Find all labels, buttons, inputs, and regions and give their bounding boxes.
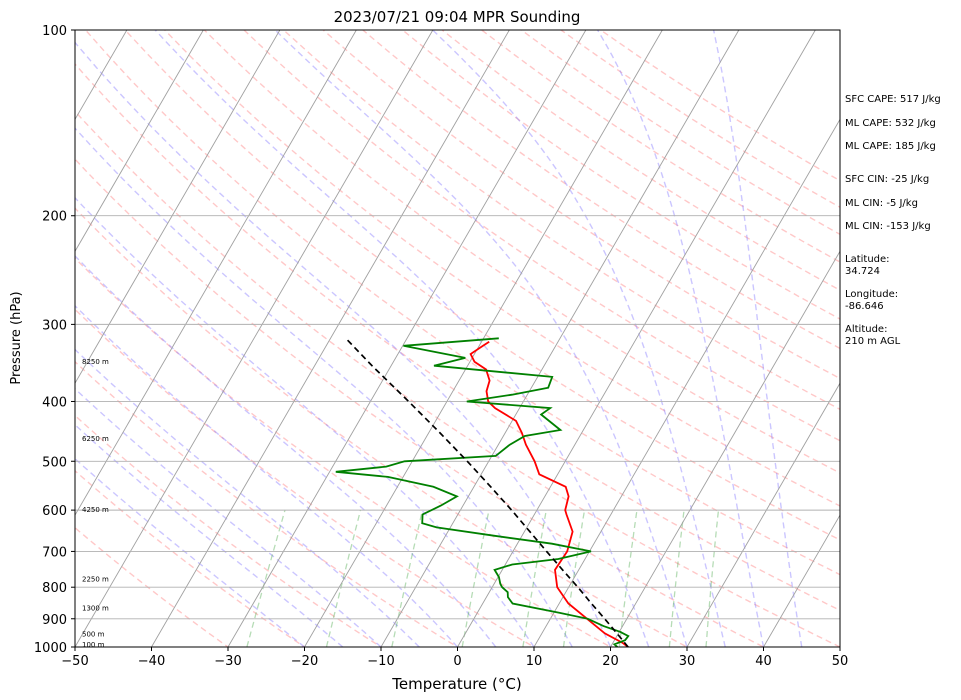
moist-adiabat [75,255,497,647]
background-lines [75,30,840,647]
moist-adiabat [75,41,612,647]
moist-adiabat [154,30,650,647]
dry-adiabat [75,62,840,612]
isotherm [686,382,840,647]
dry-adiabat [75,158,766,647]
isotherm [75,30,357,517]
annotation-ml-cin: ML CIN: -5 J/kg [845,198,918,209]
x-axis: −50 −40 −30 −20 −10 0 10 20 30 40 50 [61,647,848,669]
y-tick-label: 200 [42,210,67,225]
dry-adiabat [75,526,230,647]
y-tick-label: 400 [42,395,67,410]
dry-adiabat [75,308,536,647]
moist-adiabat [712,30,803,647]
annotation-sfc-cape: SFC CAPE: 517 J/kg [845,94,941,105]
height-label: 1300 m [82,604,109,612]
moist-adiabat [432,30,726,647]
dry-adiabat [75,469,306,647]
isotherm [151,30,510,647]
moist-adiabat [274,30,688,647]
y-tick-label: 500 [42,455,67,470]
y-tick-label: 100 [42,24,67,39]
dewpoint-line [335,337,630,647]
height-label: 6250 m [82,435,109,443]
dry-adiabat [75,414,383,647]
y-tick-label: 800 [42,581,67,596]
isotherm [533,118,840,647]
annotation-longitude-label: Longitude: [845,289,898,300]
height-label: 500 m [82,631,105,639]
stats-annotations: SFC CAPE: 517 J/kg ML CAPE: 532 J/kg ML … [845,94,941,347]
y-tick-label: 1000 [34,641,67,656]
y-tick-label: 600 [42,504,67,519]
x-tick-label: −30 [214,654,241,669]
x-tick-label: 50 [832,654,849,669]
annotation-ml-cape-2: ML CAPE: 185 J/kg [845,141,936,152]
annotation-latitude-label: Latitude: [845,254,890,265]
annotation-sfc-cin: SFC CIN: -25 J/kg [845,174,929,185]
annotation-altitude-value: 210 m AGL [845,336,901,347]
x-tick-label: −20 [291,654,318,669]
isotherm [227,30,587,647]
moist-adiabat [75,196,535,647]
x-tick-label: −10 [367,654,394,669]
sounding-profiles [335,337,630,647]
height-labels: 100 m 500 m 1300 m 2250 m 4250 m 6250 m 8250 m [82,358,109,649]
dry-adiabat [283,30,840,411]
x-axis-label: Temperature (°C) [391,675,521,693]
x-tick-label: 10 [526,654,543,669]
x-tick-label: 40 [755,654,772,669]
parcel-path-line [345,337,629,647]
dry-adiabat [75,257,612,647]
x-tick-label: 30 [679,654,696,669]
pressure-gridlines [75,30,840,647]
x-tick-label: −40 [138,654,165,669]
moist-adiabat [75,127,573,647]
moist-adiabat [75,304,459,647]
annotation-latitude-value: 34.724 [845,266,880,277]
dry-adiabat [75,110,840,647]
x-tick-label: −50 [61,654,88,669]
annotation-ml-cape: ML CAPE: 532 J/kg [845,118,936,129]
isotherm [763,514,840,647]
moist-adiabat [75,457,305,647]
annotation-altitude-label: Altitude: [845,324,887,335]
moist-adiabat [75,348,420,647]
annotation-ml-cin-2: ML CIN: -153 J/kg [845,221,931,232]
moist-adiabat [75,423,344,647]
isotherm [457,30,816,647]
height-label: 2250 m [82,575,109,583]
x-tick-label: 0 [453,654,461,669]
chart-title: 2023/07/21 09:04 MPR Sounding [334,8,581,26]
dry-adiabat [124,30,840,541]
moist-adiabat [596,30,765,647]
height-label: 4250 m [82,506,109,514]
y-tick-label: 300 [42,318,67,333]
height-label: 100 m [82,641,105,649]
dry-adiabat [362,30,840,350]
dry-adiabat [402,30,840,320]
y-tick-label: 900 [42,613,67,628]
y-axis-label: Pressure (hPa) [9,291,24,384]
moist-adiabat [75,387,382,647]
temperature-line [469,340,629,647]
y-tick-label: 700 [42,545,67,560]
isotherm [610,250,840,647]
y-axis: 1000 900 800 700 600 500 400 300 200 100 [34,24,75,656]
annotation-longitude-value: -86.646 [845,301,884,312]
height-label: 8250 m [82,358,109,366]
isotherm [304,30,663,647]
x-tick-label: 20 [602,654,619,669]
isotherm [75,30,434,647]
isotherm [75,30,281,385]
dry-adiabat [75,207,689,647]
dry-adiabat [243,30,840,442]
isotherm [75,30,204,253]
isotherm [380,30,740,647]
